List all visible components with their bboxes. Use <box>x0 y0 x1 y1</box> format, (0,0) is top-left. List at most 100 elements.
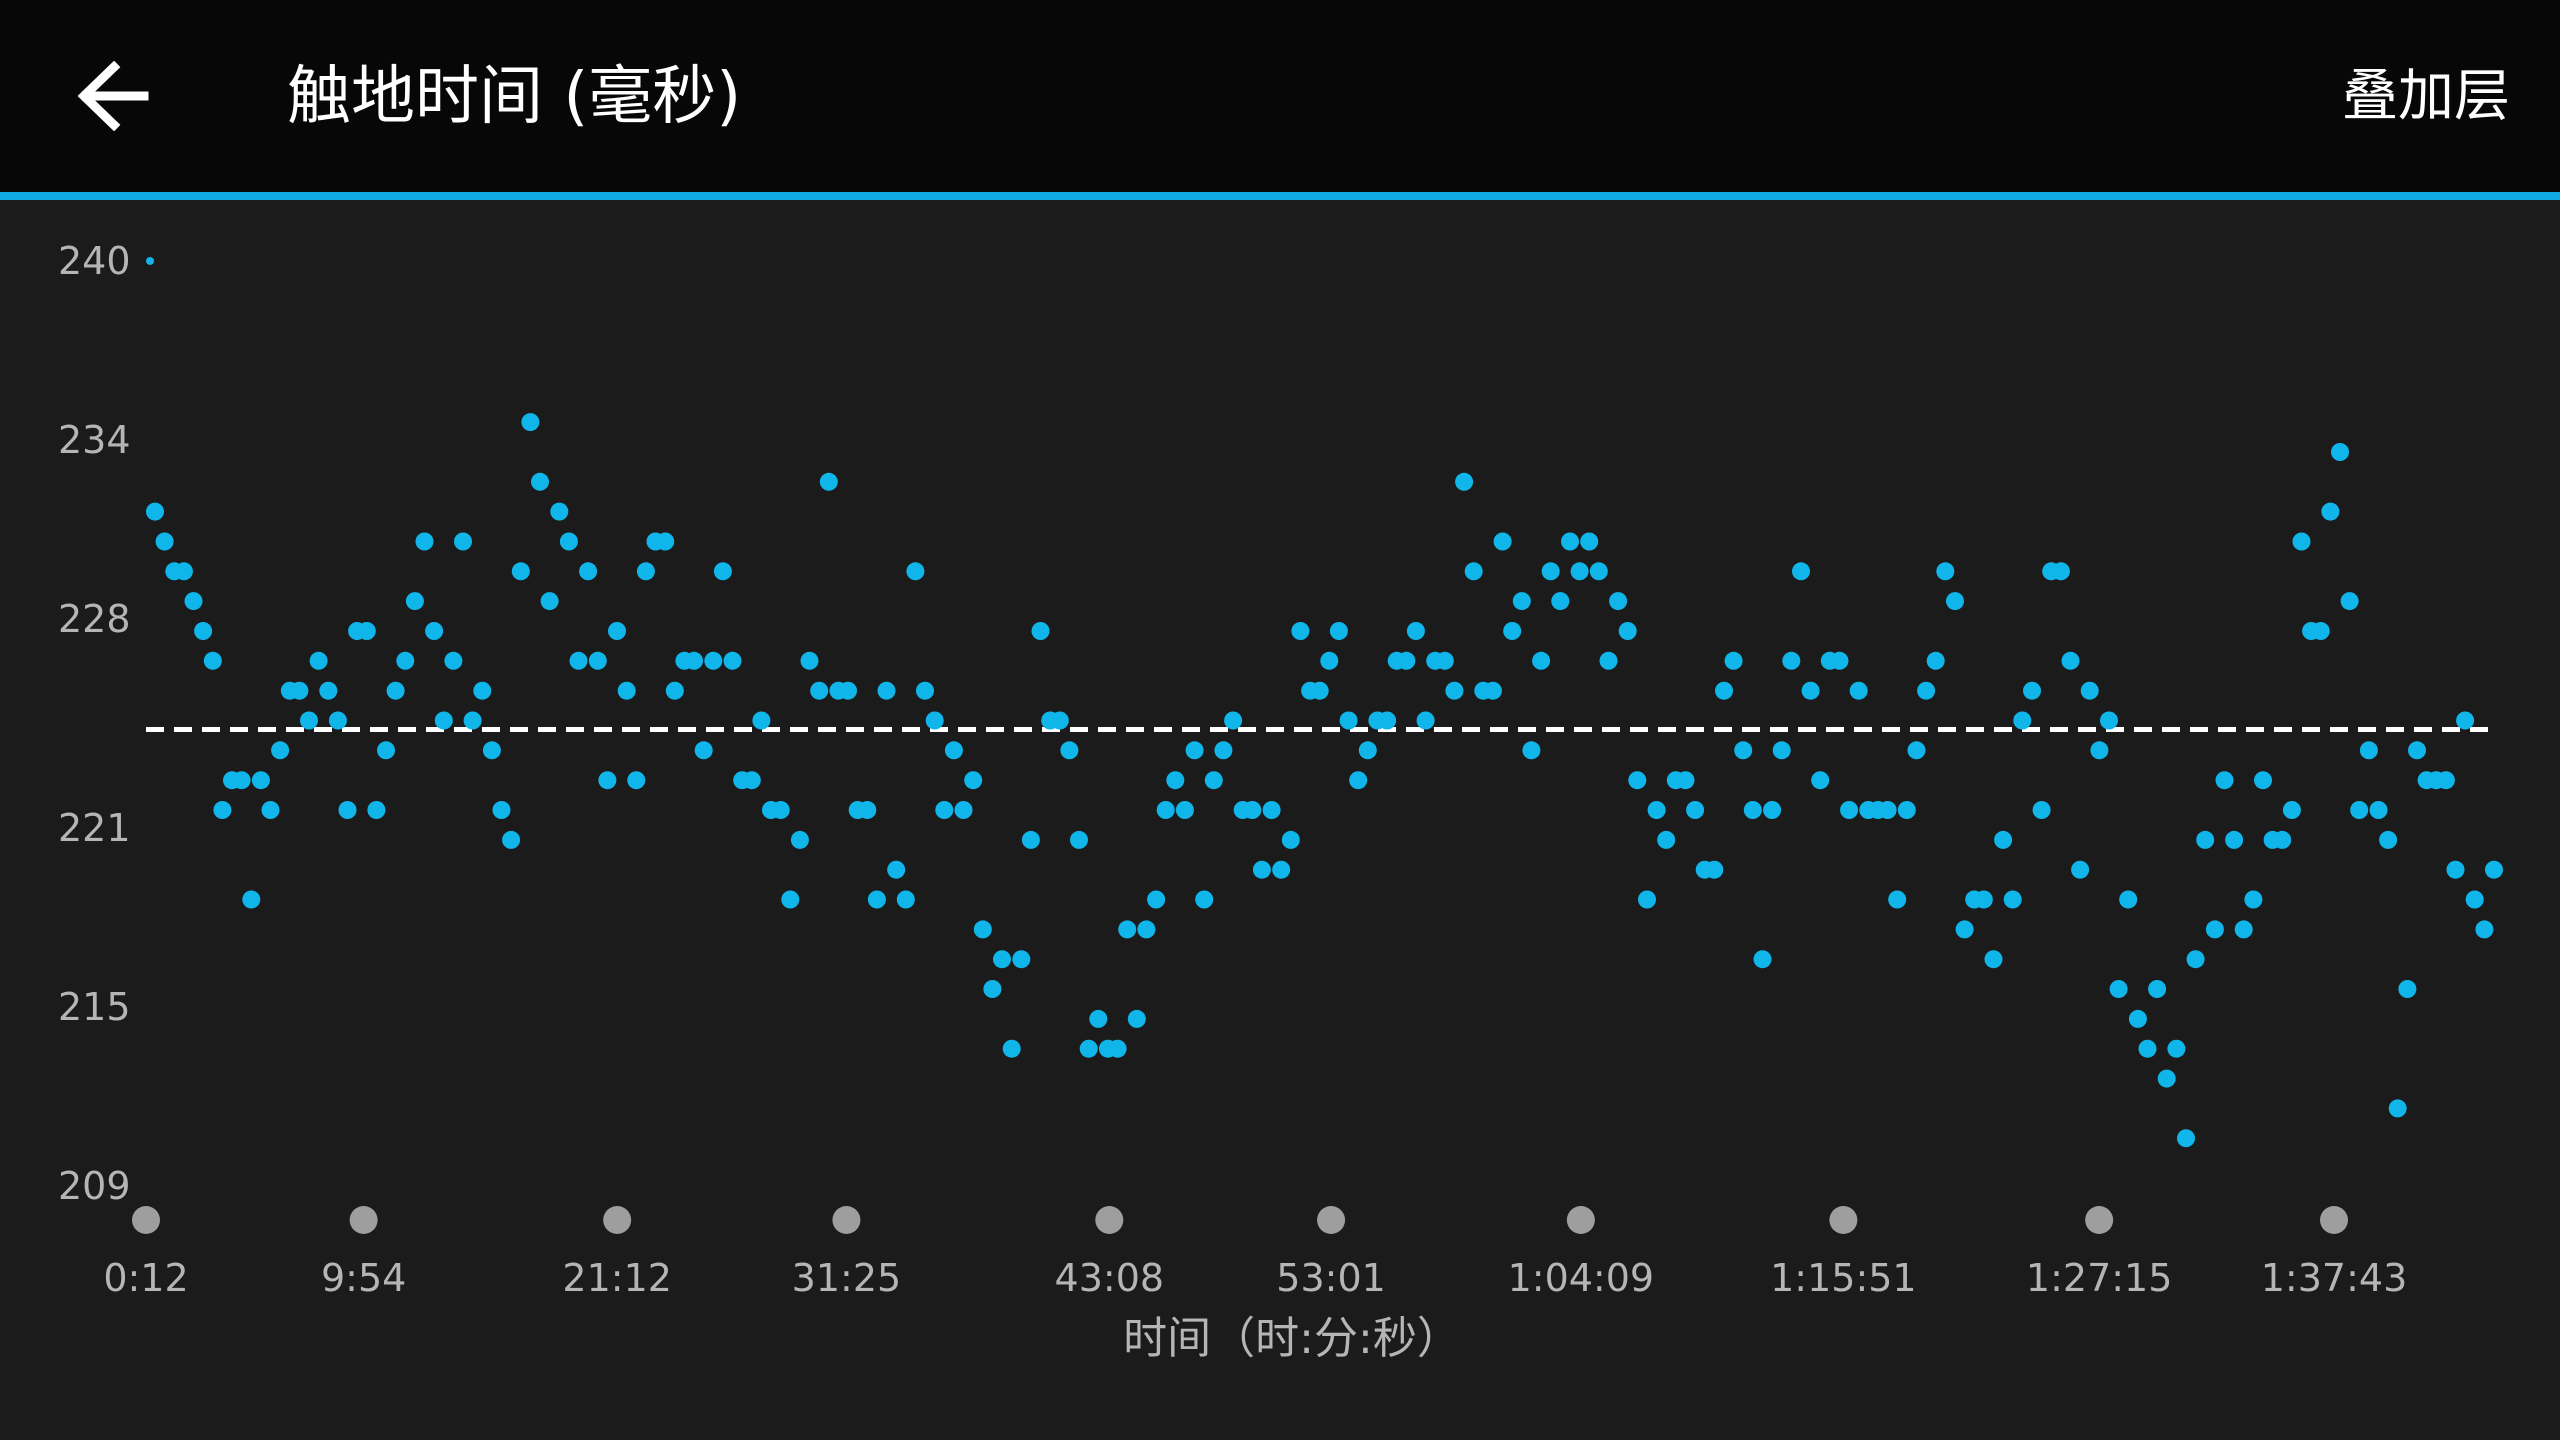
data-point <box>781 890 800 909</box>
data-point <box>1782 651 1801 670</box>
data-point <box>1657 830 1676 849</box>
data-point <box>2032 801 2051 819</box>
data-point <box>1329 622 1348 640</box>
data-point <box>1743 801 1762 819</box>
data-point <box>694 741 713 760</box>
data-point <box>1618 622 1637 640</box>
data-point <box>685 651 703 670</box>
data-point <box>1946 592 1964 611</box>
data-point <box>1378 711 1397 730</box>
data-point <box>2225 830 2244 849</box>
data-point <box>1811 771 1830 790</box>
data-point <box>1050 711 1069 730</box>
data-point <box>1483 681 1502 700</box>
data-point <box>2128 1009 2147 1028</box>
data-point <box>1628 771 1647 790</box>
data-point <box>1907 741 1926 760</box>
data-point <box>1638 890 1656 909</box>
data-point <box>993 950 1011 969</box>
data-point <box>1349 771 1368 790</box>
data-point <box>1599 651 1618 670</box>
data-point <box>964 771 983 790</box>
data-point <box>1551 592 1570 611</box>
y-axis-ticks: 209 215 221 228 234 240 <box>58 239 131 1208</box>
data-point <box>608 622 626 640</box>
data-point <box>1734 741 1753 760</box>
data-point <box>935 801 954 819</box>
data-point <box>473 681 492 700</box>
data-point <box>983 980 1002 998</box>
data-point <box>396 651 415 670</box>
data-point <box>1089 1009 1108 1028</box>
data-point <box>2013 711 2032 730</box>
data-point <box>2100 711 2118 730</box>
data-point <box>1994 830 2013 849</box>
x-axis-label: 时间（时:分:秒） <box>1123 1313 1461 1364</box>
data-point <box>1724 651 1743 670</box>
y-tick-label: 215 <box>58 985 131 1029</box>
data-point <box>771 801 790 819</box>
data-point <box>2119 890 2138 909</box>
data-point <box>1175 801 1194 819</box>
back-button[interactable] <box>62 50 162 142</box>
data-point <box>405 592 424 611</box>
y-tick-label: 228 <box>58 597 131 641</box>
data-point <box>1512 592 1531 611</box>
x-axis-ticks: 0:12 9:54 21:12 31:25 43:08 53:01 1:04:09 1:15:… <box>103 1256 2407 1300</box>
data-point <box>1455 472 1474 491</box>
x-tick-label: 1:37:43 <box>2261 1256 2408 1300</box>
page-title: 触地时间 (毫秒) <box>287 60 742 134</box>
data-point <box>1830 651 1849 670</box>
data-point <box>415 532 434 551</box>
data-point <box>1926 651 1945 670</box>
data-point <box>2051 562 2070 581</box>
data-point <box>174 562 193 581</box>
data-point <box>1936 562 1955 581</box>
data-point <box>1753 950 1772 969</box>
data-point <box>1878 801 1897 819</box>
data-point <box>463 711 482 730</box>
data-point <box>300 711 318 730</box>
data-point <box>1147 890 1166 909</box>
x-tick-label: 1:04:09 <box>1508 1256 1655 1300</box>
data-point <box>1243 801 1262 819</box>
data-point <box>1676 771 1695 790</box>
data-point <box>819 472 838 491</box>
data-point <box>2446 860 2465 879</box>
overlay-button[interactable]: 叠加层 <box>2342 64 2510 129</box>
data-point <box>146 502 164 521</box>
data-point <box>810 681 829 700</box>
data-point <box>367 801 386 819</box>
data-point <box>973 920 992 939</box>
data-point <box>502 830 521 849</box>
data-point <box>1561 532 1579 551</box>
app-bar: 触地时间 (毫秒) 叠加层 <box>0 0 2560 192</box>
data-point <box>2331 443 2349 461</box>
data-point <box>2234 920 2253 939</box>
data-point <box>906 562 925 581</box>
data-point <box>665 681 684 700</box>
data-point <box>1493 532 1512 551</box>
data-point <box>800 651 819 670</box>
data-point <box>2340 592 2359 611</box>
data-point <box>1445 681 1464 700</box>
data-point <box>1079 1039 1098 1058</box>
data-point <box>2109 980 2128 998</box>
data-point <box>1435 651 1454 670</box>
data-point <box>1772 741 1791 760</box>
data-point <box>1984 950 2003 969</box>
data-point <box>1021 830 1040 849</box>
data-point <box>1570 562 1589 581</box>
data-point <box>2282 801 2301 819</box>
data-point <box>2071 860 2090 879</box>
data-point <box>1580 532 1599 551</box>
data-point <box>1503 622 1522 640</box>
data-point <box>627 771 646 790</box>
data-point <box>1204 771 1223 790</box>
data-point <box>2003 890 2022 909</box>
data-point <box>232 771 251 790</box>
x-axis-marker <box>1829 1206 1858 1234</box>
data-point <box>896 890 915 909</box>
data-point <box>290 681 309 700</box>
data-point <box>944 741 963 760</box>
